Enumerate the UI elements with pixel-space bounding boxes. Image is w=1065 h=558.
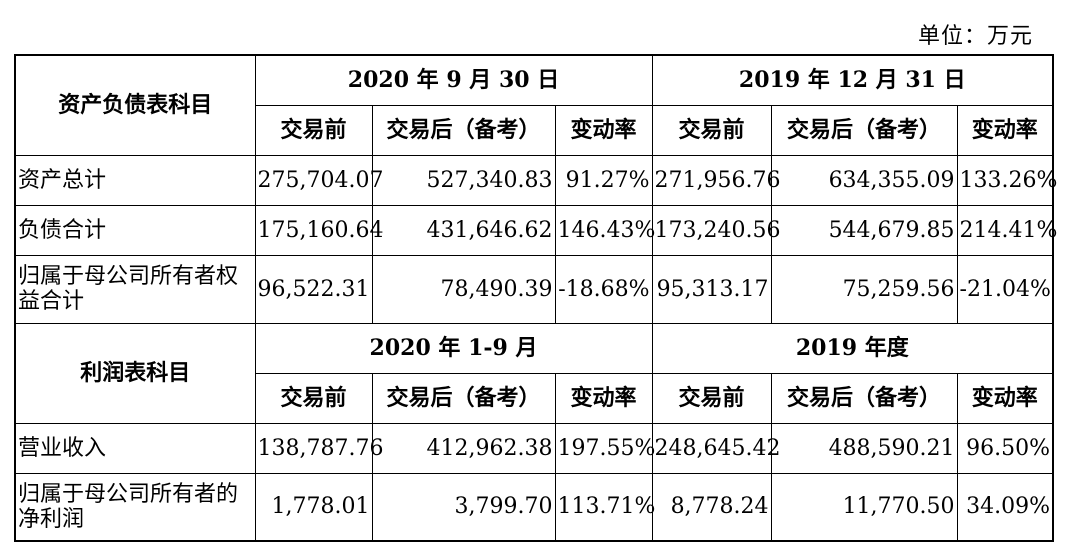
unit-label: 单位：万元 (917, 24, 1033, 49)
cell-value: 431,646.62 (371, 204, 556, 256)
income-subheader: 变动率 (554, 372, 653, 424)
balance-subheader: 交易后（备考） (371, 104, 556, 156)
row-label: 归属于母公司所有者权益合计 (14, 254, 256, 324)
cell-value: 75,259.56 (770, 254, 958, 324)
balance-section-label: 资产负债表科目 (14, 54, 256, 156)
cell-value: 527,340.83 (371, 154, 556, 206)
balance-header-row-1: 资产负债表科目 2020 年 9 月 30 日 2019 年 12 月 31 日 (14, 54, 1055, 156)
income-subheader: 交易前 (651, 372, 772, 424)
balance-period-2: 2019 年 12 月 31 日 (651, 54, 1055, 106)
cell-value: 214.41% (956, 204, 1057, 256)
table-row: 归属于母公司所有者权益合计 96,522.31 78,490.39 -18.68… (14, 254, 1055, 324)
cell-value: 96,522.31 (254, 254, 373, 324)
balance-subheader: 变动率 (554, 104, 653, 156)
row-label: 资产总计 (14, 154, 256, 206)
balance-period-1: 2020 年 9 月 30 日 (254, 54, 653, 106)
cell-value: 1,778.01 (254, 472, 373, 542)
income-header-row-1: 利润表科目 2020 年 1-9 月 2019 年度 (14, 322, 1055, 424)
cell-value: 175,160.64 (254, 204, 383, 256)
cell-value: 248,645.42 (651, 422, 781, 474)
cell-value: 8,778.24 (651, 472, 772, 542)
table-row: 资产总计 275,704.07 527,340.83 91.27% 271,95… (14, 154, 1057, 206)
cell-value: 78,490.39 (371, 254, 556, 324)
cell-value: 173,240.56 (651, 204, 781, 256)
cell-value: 96.50% (956, 422, 1055, 474)
cell-value: -18.68% (554, 254, 653, 324)
cell-value: 11,770.50 (770, 472, 958, 542)
income-header-row-2: 交易前 交易后（备考） 变动率 交易前 交易后（备考） 变动率 (15, 372, 1055, 424)
cell-value: 271,956.76 (651, 154, 781, 206)
cell-value: 95,313.17 (651, 254, 772, 324)
cell-value: 133.26% (956, 154, 1057, 206)
cell-value: 91.27% (554, 154, 653, 206)
table-row: 负债合计 175,160.64 431,646.62 146.43% 173,2… (14, 204, 1057, 256)
row-label: 归属于母公司所有者的净利润 (14, 472, 256, 542)
financial-comparison-table: 资产负债表科目 2020 年 9 月 30 日 2019 年 12 月 31 日… (14, 54, 1057, 542)
cell-value: 146.43% (554, 204, 655, 256)
income-subheader: 交易前 (254, 372, 373, 424)
income-subheader: 变动率 (956, 372, 1055, 424)
table-row: 营业收入 138,787.76 412,962.38 197.55% 248,6… (14, 422, 1055, 474)
cell-value: 488,590.21 (770, 422, 958, 474)
cell-value: 275,704.07 (254, 154, 383, 206)
balance-subheader: 交易后（备考） (770, 104, 958, 156)
cell-value: 113.71% (554, 472, 655, 542)
cell-value: 138,787.76 (254, 422, 383, 474)
cell-value: 634,355.09 (770, 154, 958, 206)
balance-subheader: 变动率 (956, 104, 1055, 156)
row-label: 营业收入 (14, 422, 256, 474)
balance-subheader: 交易前 (254, 104, 373, 156)
cell-value: 412,962.38 (371, 422, 556, 474)
income-period-1: 2020 年 1-9 月 (254, 322, 653, 374)
cell-value: 197.55% (554, 422, 655, 474)
cell-value: -21.04% (956, 254, 1055, 324)
income-period-2: 2019 年度 (651, 322, 1055, 374)
income-subheader: 交易后（备考） (371, 372, 556, 424)
income-section-label: 利润表科目 (14, 322, 256, 424)
cell-value: 34.09% (956, 472, 1055, 542)
income-subheader: 交易后（备考） (770, 372, 958, 424)
cell-value: 544,679.85 (770, 204, 958, 256)
cell-value: 3,799.70 (371, 472, 556, 542)
row-label: 负债合计 (14, 204, 256, 256)
table-row: 归属于母公司所有者的净利润 1,778.01 3,799.70 113.71% … (14, 472, 1055, 542)
balance-subheader: 交易前 (651, 104, 772, 156)
